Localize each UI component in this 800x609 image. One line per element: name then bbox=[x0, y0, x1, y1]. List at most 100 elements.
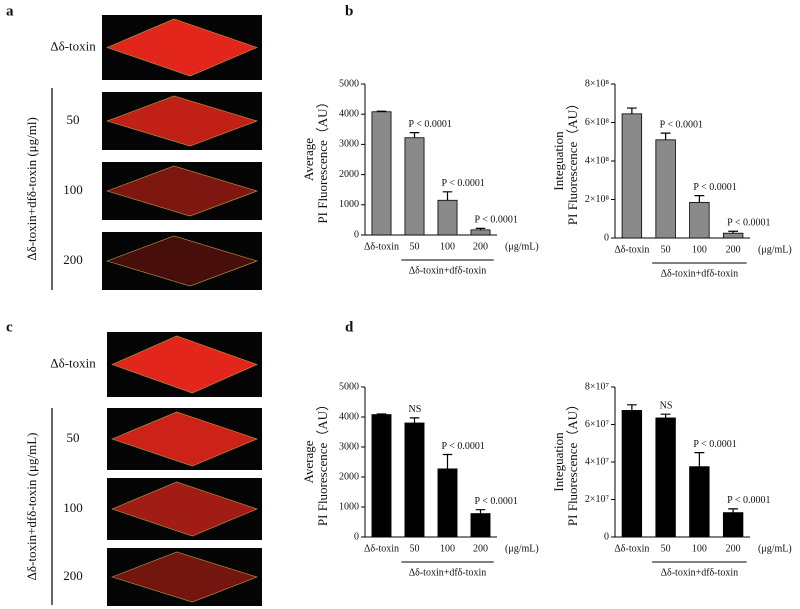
unit-label: (μg/mL) bbox=[758, 543, 792, 554]
y-axis-label: PI Fluorescence（AU） bbox=[565, 398, 580, 526]
error-bar bbox=[694, 195, 705, 203]
significance-label: P < 0.0001 bbox=[409, 119, 452, 130]
x-tick-label: Δδ-toxin bbox=[364, 241, 399, 252]
error-bar bbox=[475, 509, 486, 514]
significance-label: P < 0.0001 bbox=[442, 178, 485, 189]
panel-label: a bbox=[6, 3, 14, 19]
group-label: Δδ-toxin+dfδ-toxin bbox=[409, 567, 487, 578]
y-tick-label: 5000 bbox=[339, 78, 359, 89]
biofilm bbox=[106, 165, 258, 217]
y-tick-label: 2×10⁷ bbox=[585, 494, 610, 505]
image-label: 200 bbox=[63, 252, 83, 267]
y-tick-label: 8×10⁸ bbox=[585, 78, 610, 89]
unit-label: (μg/mL) bbox=[505, 543, 539, 554]
group-label: Δδ-toxin+dfδ-toxin (μg/mL) bbox=[24, 433, 39, 581]
y-tick-label: 4000 bbox=[339, 411, 359, 422]
significance-label: P < 0.0001 bbox=[693, 439, 736, 450]
bar bbox=[470, 513, 491, 538]
significance-label: NS bbox=[409, 404, 422, 415]
y-tick-label: 3000 bbox=[339, 139, 359, 150]
error-bar bbox=[376, 413, 387, 415]
y-tick-label: 6×10⁷ bbox=[585, 419, 610, 430]
significance-label: P < 0.0001 bbox=[727, 495, 770, 506]
bar bbox=[722, 232, 744, 239]
bar bbox=[371, 111, 392, 236]
biofilm bbox=[111, 481, 258, 537]
y-tick-label: 1000 bbox=[339, 199, 359, 210]
bar bbox=[371, 414, 392, 538]
group-label: Δδ-toxin+dfδ-toxin bbox=[661, 567, 739, 578]
error-bar bbox=[442, 191, 453, 201]
y-tick-label: 6×10⁸ bbox=[585, 117, 610, 128]
panel-label: d bbox=[345, 319, 354, 335]
error-bar bbox=[442, 453, 453, 469]
x-tick-label: 200 bbox=[726, 244, 741, 255]
significance-label: NS bbox=[660, 400, 673, 411]
significance-label: P < 0.0001 bbox=[727, 218, 770, 229]
error-bar bbox=[626, 404, 637, 411]
significance-label: P < 0.0001 bbox=[660, 119, 703, 130]
x-tick-label: 200 bbox=[473, 241, 488, 252]
error-bar bbox=[409, 417, 420, 423]
x-tick-label: 50 bbox=[410, 241, 420, 252]
bar bbox=[621, 410, 643, 538]
bar bbox=[437, 468, 458, 538]
biofilm bbox=[111, 411, 258, 467]
x-tick-label: 100 bbox=[440, 241, 455, 252]
y-axis-label: Integuation bbox=[551, 432, 566, 492]
biofilm bbox=[106, 18, 258, 77]
biofilm bbox=[111, 335, 258, 394]
x-tick-label: 50 bbox=[410, 543, 420, 554]
unit-label: (μg/mL) bbox=[505, 241, 539, 252]
y-tick-label: 4000 bbox=[339, 108, 359, 119]
x-tick-label: Δδ-toxin bbox=[364, 543, 399, 554]
image-label: 100 bbox=[63, 500, 83, 515]
y-axis-label: Average bbox=[301, 138, 316, 181]
significance-label: P < 0.0001 bbox=[475, 215, 518, 226]
y-tick-label: 0 bbox=[604, 531, 609, 542]
significance-label: P < 0.0001 bbox=[475, 496, 518, 507]
unit-label: (μg/mL) bbox=[758, 244, 792, 255]
x-tick-label: 50 bbox=[661, 244, 671, 255]
image-label: Δδ-toxin bbox=[50, 355, 96, 370]
bar bbox=[722, 512, 744, 538]
bar bbox=[404, 137, 425, 236]
error-bar bbox=[409, 132, 420, 138]
y-tick-label: 3000 bbox=[339, 441, 359, 452]
y-tick-label: 1000 bbox=[339, 501, 359, 512]
bar bbox=[655, 139, 676, 239]
x-tick-label: Δδ-toxin bbox=[614, 543, 649, 554]
y-tick-label: 0 bbox=[604, 232, 609, 243]
x-tick-label: 100 bbox=[440, 543, 455, 554]
y-tick-label: 4×10⁷ bbox=[585, 456, 610, 467]
bar bbox=[689, 201, 710, 239]
x-tick-label: Δδ-toxin bbox=[614, 244, 649, 255]
y-tick-label: 8×10⁷ bbox=[585, 381, 610, 392]
bar bbox=[689, 466, 710, 538]
biofilm bbox=[111, 551, 258, 603]
y-axis-label: PI Fluorescence（AU） bbox=[315, 398, 330, 526]
significance-label: P < 0.0001 bbox=[693, 182, 736, 193]
error-bar bbox=[728, 508, 739, 513]
error-bar bbox=[660, 413, 671, 418]
biofilm bbox=[106, 235, 258, 287]
error-bar bbox=[626, 107, 637, 114]
bar bbox=[621, 113, 643, 239]
x-tick-label: 100 bbox=[692, 543, 707, 554]
bar bbox=[470, 229, 491, 236]
x-tick-label: 100 bbox=[692, 244, 707, 255]
biofilm bbox=[106, 95, 258, 147]
y-tick-label: 0 bbox=[354, 229, 359, 240]
micrograph bbox=[102, 232, 262, 290]
bar bbox=[437, 199, 458, 236]
group-label: Δδ-toxin+dfδ-toxin (μg/ml) bbox=[24, 117, 39, 261]
bar bbox=[404, 422, 425, 538]
y-tick-label: 4×10⁸ bbox=[585, 155, 610, 166]
error-bar bbox=[660, 132, 671, 140]
x-tick-label: 200 bbox=[473, 543, 488, 554]
group-label: Δδ-toxin+dfδ-toxin bbox=[661, 268, 739, 279]
error-bar bbox=[376, 110, 387, 112]
group-label: Δδ-toxin+dfδ-toxin bbox=[409, 265, 487, 276]
y-axis-label: Average bbox=[301, 440, 316, 483]
